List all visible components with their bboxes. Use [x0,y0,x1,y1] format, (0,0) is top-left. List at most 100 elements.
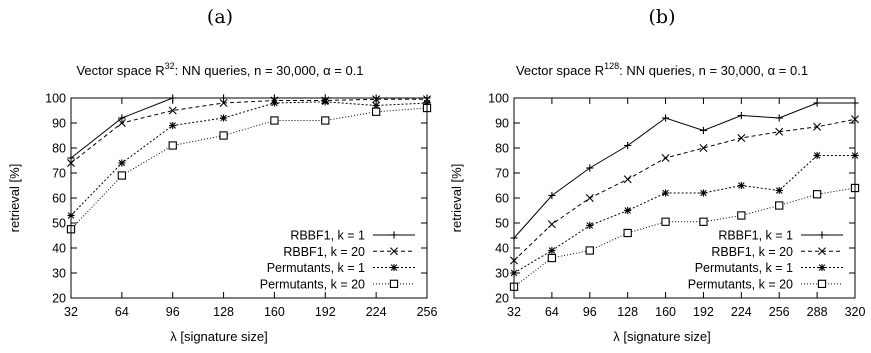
data-point [737,134,746,142]
data-point [586,164,594,172]
data-point [548,191,556,200]
data-point [168,106,177,115]
data-point [818,247,826,256]
data-point [321,98,329,106]
legend: RBBF1, k = 1 RBBF1, k = 20 Permutants, k =… [260,228,415,291]
data-point [390,247,398,256]
data-point [813,99,821,107]
legend-label: RBBF1, k = 20 [711,245,793,259]
data-point [117,171,127,180]
data-point [371,107,381,116]
data-point [118,159,126,167]
data-point [737,211,746,220]
x-tick-label: 224 [731,305,752,319]
y-tick-label: 70 [52,167,66,181]
legend-label: Permutants, k = 1 [267,261,365,275]
panel-label: (a) [207,6,233,28]
chart-panel-b: (b) Vector space R128: NN queries, n = 3… [449,6,865,344]
y-tick-label: 100 [488,92,509,106]
x-tick-label: 192 [315,305,336,319]
data-point [219,114,228,122]
x-tick-label: 320 [845,305,866,319]
data-point [624,206,632,215]
data-point [818,263,826,272]
x-axis-label: λ [signature size] [170,329,268,344]
x-tick-label: 256 [417,305,438,319]
data-point [699,217,708,226]
y-tick-label: 30 [52,267,66,281]
legend-item: Permutants, k = 20 [260,277,415,291]
data-point [813,122,822,131]
legend: RBBF1, k = 1 RBBF1, k = 20 Permutants, k =… [688,228,843,291]
data-point [169,121,177,130]
legend-label: Permutants, k = 1 [695,261,793,275]
y-axis-label: retrieval [%] [7,164,22,233]
data-point [661,217,670,226]
data-point [813,151,821,160]
x-tick-label: 224 [366,305,387,319]
data-point [585,246,594,255]
data-point [737,111,745,120]
y-tick-label: 20 [495,292,509,306]
data-point [818,231,826,239]
panel-label: (b) [649,6,676,28]
series-line [513,155,855,274]
x-axis-label: λ [signature size] [613,329,711,344]
series-line [513,187,856,288]
x-tick-label: 96 [166,305,180,319]
data-point [775,127,784,136]
data-point [775,186,783,195]
data-point [661,189,670,197]
legend-item: RBBF1, k = 20 [283,245,415,259]
y-tick-label: 50 [52,217,66,231]
series-line [513,118,856,261]
data-point [219,99,228,107]
legend-item: RBBF1, k = 1 [290,228,415,242]
legend-label: Permutants, k = 20 [260,277,365,291]
data-point [548,246,556,255]
data-point [219,131,228,140]
data-point [321,116,330,125]
y-tick-label: 60 [495,192,509,206]
legend-item: Permutants, k = 1 [267,261,415,275]
data-point [775,201,784,210]
x-tick-label: 64 [115,305,129,319]
data-point [624,141,632,150]
y-tick-label: 90 [495,117,509,131]
legend-label: Permutants, k = 20 [688,277,793,291]
y-tick-label: 40 [52,242,66,256]
x-tick-label: 96 [583,305,597,319]
data-point [390,263,398,272]
legend-item: RBBF1, k = 1 [718,228,843,242]
x-tick-label: 128 [617,305,638,319]
x-tick-label: 288 [807,305,828,319]
series-line [513,102,855,239]
data-point [586,221,594,230]
y-tick-label: 20 [52,292,66,306]
data-point [623,175,632,184]
data-point [118,114,126,122]
data-point [270,99,279,107]
data-point [775,114,783,122]
data-point [699,189,708,197]
y-tick-label: 60 [52,192,66,206]
legend-item: Permutants, k = 20 [688,277,843,291]
data-point [389,279,399,288]
data-point [547,220,556,229]
x-tick-label: 128 [213,305,234,319]
legend-label: RBBF1, k = 20 [283,245,365,259]
data-point [547,253,557,263]
data-point [117,119,126,127]
legend-label: RBBF1, k = 1 [290,228,365,242]
data-point [623,228,632,238]
y-tick-label: 80 [52,142,66,156]
series-line [70,98,427,164]
data-point [661,114,670,122]
y-tick-label: 90 [52,117,66,131]
y-tick-label: 40 [495,242,509,256]
data-point [372,95,381,104]
x-tick-label: 160 [264,305,285,319]
x-tick-label: 256 [769,305,790,319]
y-axis-label: retrieval [%] [449,164,464,233]
